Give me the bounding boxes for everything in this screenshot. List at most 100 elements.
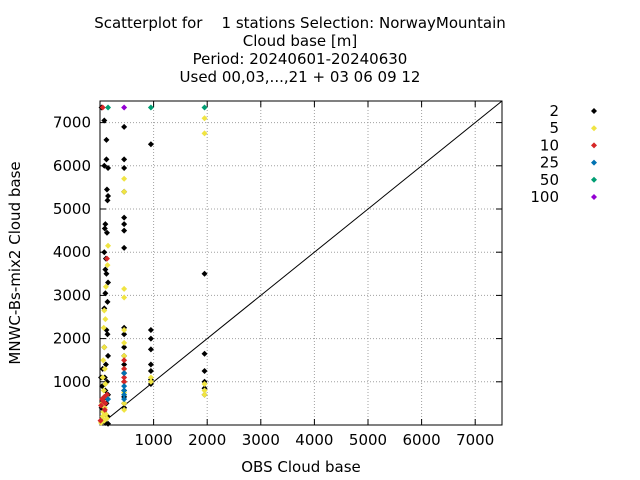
point-series-2 [104, 298, 111, 305]
point-series-2 [121, 123, 128, 130]
plot-frame [99, 100, 503, 426]
point-series-10 [102, 400, 109, 407]
x-tick-label: 4000 [295, 431, 333, 449]
point-series-5 [121, 188, 128, 195]
y-axis-label: MNWC-Bs-mix2 Cloud base [6, 161, 24, 364]
point-series-2 [103, 186, 110, 193]
point-series-5 [101, 365, 108, 372]
legend-marker [591, 159, 597, 166]
point-series-25 [121, 396, 128, 403]
y-tick-label: 3000 [53, 286, 91, 304]
point-series-5 [100, 387, 107, 394]
y-tick-label: 4000 [53, 243, 91, 261]
y-axis: 1000 2000 3000 4000 5000 6000 7000 [53, 114, 502, 391]
point-series-2 [121, 227, 128, 234]
point-series-2 [147, 361, 154, 368]
point-series-10 [98, 402, 105, 409]
point-series-10 [103, 255, 110, 262]
point-series-10 [99, 104, 106, 111]
point-series-50 [105, 104, 112, 111]
legend-label: 100 [530, 188, 559, 206]
point-series-2 [102, 266, 109, 273]
x-tick-label: 1000 [135, 431, 173, 449]
title-line: Used 00,03,...,21 + 03 06 09 12 [179, 68, 421, 86]
y-tick-label: 7000 [53, 114, 91, 132]
point-series-2 [103, 229, 110, 236]
point-series-5 [99, 374, 106, 381]
point-series-2 [105, 164, 112, 171]
point-series-50 [147, 104, 154, 111]
x-tick-label: 6000 [403, 431, 441, 449]
legend-label: 25 [540, 154, 559, 172]
point-series-2 [105, 279, 112, 286]
point-series-5 [147, 374, 154, 381]
point-series-2 [121, 361, 128, 368]
point-series-5 [121, 339, 128, 346]
title-line: Cloud base [m] [242, 32, 358, 50]
point-series-5 [121, 406, 128, 413]
point-series-25 [105, 396, 112, 403]
point-series-2 [105, 352, 112, 359]
point-series-10 [103, 391, 110, 398]
y-tick-label: 2000 [53, 330, 91, 348]
point-series-5 [102, 316, 109, 323]
point-series-5 [121, 294, 128, 301]
point-series-2 [147, 335, 154, 342]
point-series-10 [121, 365, 128, 372]
point-series-2 [101, 117, 108, 124]
point-series-2 [121, 164, 128, 171]
title-line: Period: 20240601-20240630 [192, 50, 408, 68]
point-series-2 [104, 331, 111, 338]
point-series-2 [102, 361, 109, 368]
point-series-10 [101, 406, 108, 413]
legend-marker [591, 108, 597, 114]
point-series-5 [121, 326, 128, 333]
point-series-2 [147, 326, 154, 333]
point-series-2 [201, 270, 208, 277]
x-tick-label: 3000 [242, 431, 280, 449]
legend-marker [591, 194, 597, 200]
point-series-2 [147, 368, 154, 374]
point-series-25 [121, 391, 128, 398]
point-series-5 [201, 391, 208, 398]
point-series-2 [104, 197, 111, 204]
point-series-5 [121, 352, 128, 359]
point-series-5 [121, 285, 128, 292]
point-series-5 [201, 387, 208, 394]
y-tick-label: 6000 [53, 157, 91, 175]
scatter-points [97, 104, 208, 427]
point-series-2 [147, 346, 154, 353]
point-series-5 [201, 380, 208, 387]
point-series-10 [121, 378, 128, 385]
point-series-5 [201, 115, 208, 122]
x-axis: 1000 2000 3000 4000 5000 6000 7000 [135, 101, 494, 449]
point-series-25 [121, 387, 128, 394]
point-series-2 [101, 225, 108, 232]
point-series-2 [105, 420, 112, 427]
x-tick-label: 5000 [349, 431, 387, 449]
point-series-2 [201, 368, 208, 374]
legend-label: 50 [540, 171, 559, 189]
point-series-2 [103, 136, 110, 143]
title-line: Scatterplot for 1 stations Selection: No… [94, 14, 506, 32]
legend-label: 2 [549, 102, 559, 120]
point-series-5 [102, 380, 109, 387]
point-series-2 [121, 331, 128, 338]
x-tick-label: 7000 [456, 431, 494, 449]
legend-marker [591, 176, 597, 183]
point-series-2 [121, 221, 128, 228]
point-series-5 [201, 130, 208, 137]
point-series-25 [121, 383, 128, 390]
point-series-5 [105, 242, 112, 249]
point-series-5 [101, 344, 108, 351]
point-series-10 [97, 417, 104, 424]
chart-title: Scatterplot for 1 stations Selection: No… [0, 14, 600, 86]
legend-label: 10 [540, 136, 559, 154]
point-series-2 [103, 270, 110, 277]
point-series-2 [101, 249, 108, 256]
point-series-5 [121, 400, 128, 407]
legend-marker [591, 125, 597, 132]
legend-label: 5 [549, 119, 559, 137]
